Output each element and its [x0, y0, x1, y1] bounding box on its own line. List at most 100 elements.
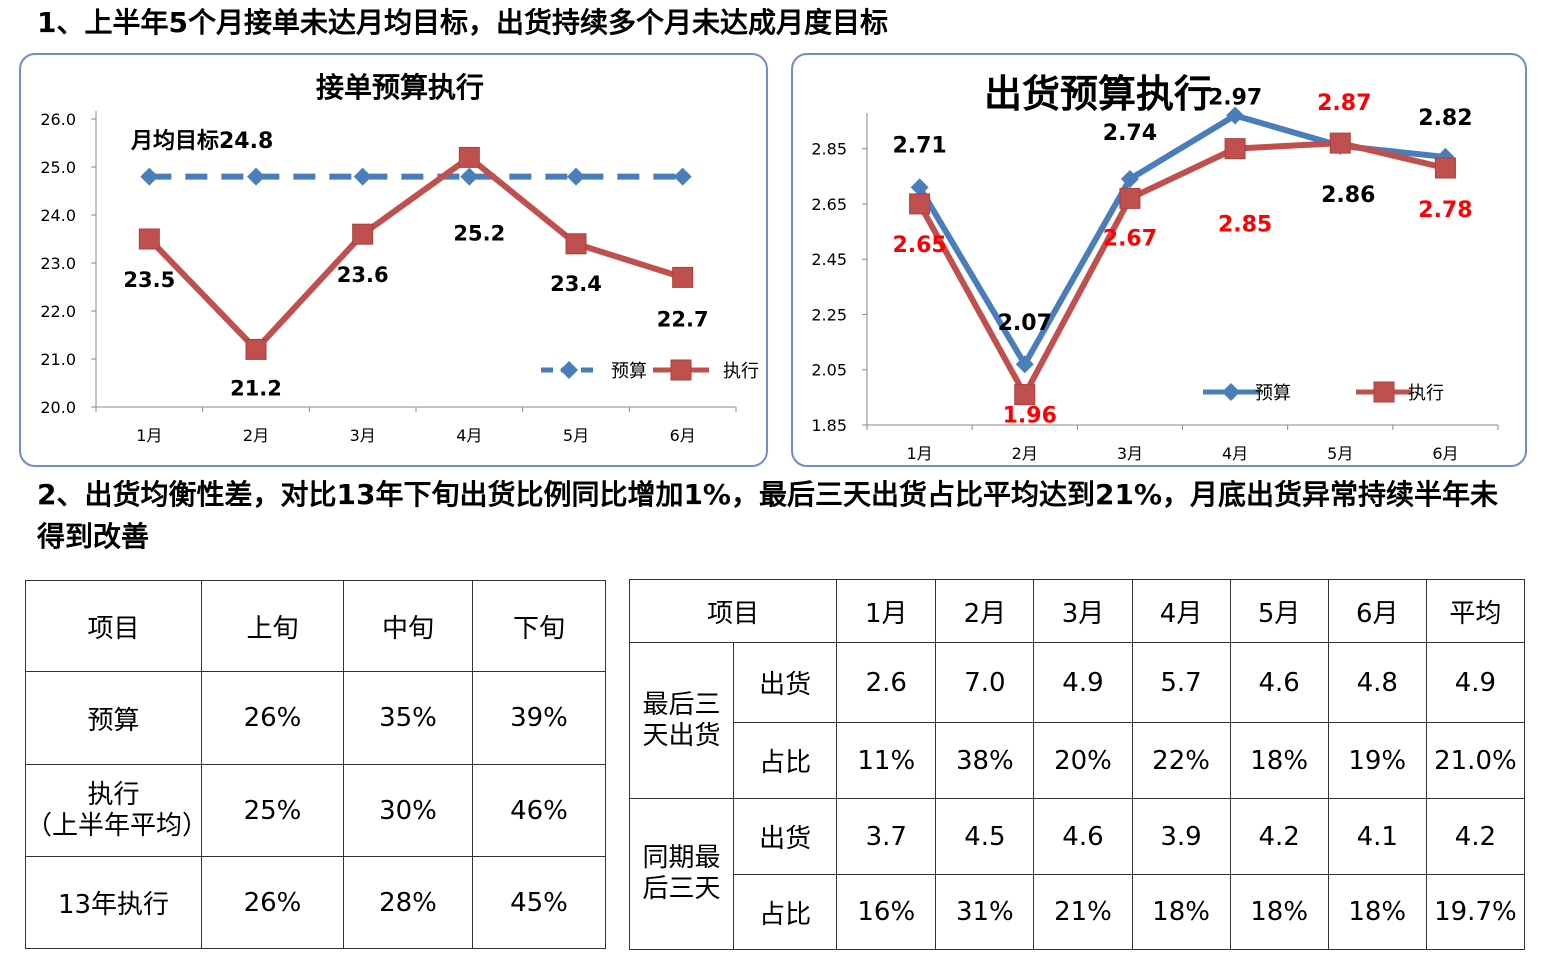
- table-cell: 4.9: [1033, 642, 1133, 723]
- table-cell: 19%: [1327, 722, 1427, 799]
- x-tick-label: 6月: [1432, 444, 1458, 463]
- table-row: 13年执行 26% 28% 45%: [25, 856, 606, 949]
- table-cell: 4.1: [1327, 798, 1427, 875]
- table-cell: 18%: [1327, 874, 1427, 950]
- y-tick-label: 23.0: [40, 254, 76, 273]
- series-marker-执行: [1434, 157, 1456, 179]
- x-tick-label: 1月: [136, 426, 162, 445]
- header-cell: 4月: [1131, 579, 1231, 643]
- data-label-预算: 2.97: [1208, 85, 1262, 110]
- series-marker-预算: [1226, 106, 1245, 125]
- legend-label: 预算: [611, 361, 647, 382]
- shipment-budget-chart: 出货预算执行 1.85 2.05 2.25 2.45 2.65 2.85 1月 2月 3月 4月 5月…: [811, 72, 1499, 463]
- table-cell: 21%: [1033, 874, 1133, 950]
- table-cell: 4.5: [935, 798, 1035, 875]
- y-tick-label: 2.05: [811, 361, 847, 380]
- table-cell: 2.6: [836, 642, 937, 723]
- header-cell: 5月: [1229, 579, 1329, 643]
- data-label-预算: 2.74: [1103, 121, 1157, 146]
- table-cell: 18%: [1131, 874, 1231, 950]
- table-row: 占比 11% 38% 20% 22% 18% 19% 21.0%: [630, 722, 1526, 799]
- legend-marker: [560, 361, 578, 379]
- data-label-执行: 23.4: [550, 272, 602, 296]
- x-tick-label: 2月: [243, 426, 269, 445]
- data-label-预算: 2.86: [1321, 183, 1375, 208]
- table-cell: 39%: [472, 671, 606, 765]
- series-marker-预算: [910, 178, 929, 197]
- target-annotation: 月均目标24.8: [130, 128, 273, 154]
- table-row: 预算 26% 35% 39%: [25, 671, 606, 765]
- series-marker-预算: [247, 167, 265, 186]
- table-row: 执行 （上半年平均） 25% 30% 46%: [25, 764, 606, 857]
- series-marker-执行: [672, 266, 694, 288]
- series-marker-执行: [1014, 384, 1036, 406]
- row-label: 执行 （上半年平均）: [25, 764, 208, 857]
- data-label-执行: 2.87: [1317, 91, 1371, 116]
- legend-label: 执行: [723, 361, 759, 382]
- header-cell: 中旬: [343, 580, 473, 672]
- series-line-执行: [146, 154, 686, 353]
- x-tick-label: 3月: [1117, 444, 1143, 463]
- legend-marker: [670, 359, 692, 381]
- header-cell: 1月: [836, 579, 937, 643]
- last-three-days-table: 项目 1月 2月 3月 4月 5月 6月 平均 最后三 天出货 出货 2.6 7…: [628, 579, 1526, 950]
- table-cell: 4.6: [1033, 798, 1133, 875]
- table-cell: 16%: [836, 874, 937, 950]
- series-marker-预算: [567, 167, 585, 186]
- series-marker-执行: [1329, 132, 1351, 154]
- y-tick-label: 2.45: [811, 250, 847, 269]
- order-budget-chart: 接单预算执行 20.0 21.0 22.0 23.0 24.0 25.0 26.0 1月 2月 3月…: [40, 71, 759, 445]
- table-cell: 4.2: [1425, 798, 1526, 875]
- header-cell: 项目: [25, 580, 202, 672]
- table-cell: 4.6: [1229, 642, 1329, 723]
- table-cell: 26%: [201, 856, 344, 949]
- table-header-row: 项目 1月 2月 3月 4月 5月 6月 平均: [628, 579, 1526, 643]
- shipment-chart-panel: 出货预算执行 1.85 2.05 2.25 2.45 2.65 2.85 1月 2月 3月 4月 5月…: [791, 53, 1527, 467]
- series-marker-预算: [1120, 170, 1139, 189]
- header-cell: 6月: [1327, 579, 1427, 643]
- table-cell: 35%: [343, 671, 473, 765]
- header-cell: 2月: [935, 579, 1035, 643]
- table-cell: 18%: [1229, 874, 1329, 950]
- group-label: 同期最 后三天: [628, 798, 735, 950]
- series-marker-执行: [138, 228, 160, 250]
- data-label-执行: 25.2: [453, 221, 505, 245]
- header-cell: 下旬: [472, 580, 606, 672]
- row-label: 占比: [733, 722, 838, 799]
- table-cell: 31%: [935, 874, 1035, 950]
- series-marker-预算: [140, 167, 159, 186]
- x-tick-label: 3月: [350, 426, 376, 445]
- data-label-预算: 2.82: [1418, 106, 1472, 131]
- section-heading-2: 2、出货均衡性差，对比13年下旬出货比例同比增加1%，最后三天出货占比平均达到2…: [37, 478, 1499, 553]
- table-cell: 19.7%: [1425, 874, 1526, 950]
- y-tick-label: 26.0: [40, 110, 76, 129]
- data-label-执行: 21.2: [230, 376, 282, 400]
- series-marker-预算: [353, 167, 372, 186]
- row-label: 出货: [733, 642, 838, 723]
- series-marker-预算: [1015, 355, 1034, 374]
- y-tick-label: 25.0: [40, 158, 76, 177]
- data-label-执行: 23.5: [123, 268, 175, 292]
- header-cell: 上旬: [201, 580, 344, 672]
- data-label-执行: 2.65: [892, 233, 946, 258]
- x-tick-label: 2月: [1012, 444, 1038, 463]
- table-cell: 22%: [1131, 722, 1231, 799]
- period-ratio-table: 项目 上旬 中旬 下旬 预算 26% 35% 39% 执行 （上半年平均） 25…: [25, 580, 606, 949]
- y-tick-label: 24.0: [40, 206, 76, 225]
- data-label-执行: 2.67: [1103, 226, 1157, 251]
- chart-title: 出货预算执行: [984, 72, 1212, 116]
- table-cell: 26%: [201, 671, 344, 765]
- legend-label: 执行: [1408, 383, 1444, 404]
- series-marker-执行: [909, 193, 931, 215]
- order-chart-panel: 接单预算执行 20.0 21.0 22.0 23.0 24.0 25.0 26.0 1月 2月 3月…: [19, 53, 768, 467]
- table-header-row: 项目 上旬 中旬 下旬: [25, 580, 606, 672]
- table-cell: 11%: [836, 722, 937, 799]
- series-marker-执行: [458, 146, 480, 168]
- series-marker-预算: [673, 167, 692, 186]
- legend-marker: [1373, 381, 1395, 403]
- table-cell: 46%: [472, 764, 606, 857]
- table-cell: 25%: [201, 764, 344, 857]
- series-line-执行: [916, 140, 1449, 398]
- row-label: 出货: [733, 798, 838, 875]
- header-cell: 项目: [628, 579, 838, 643]
